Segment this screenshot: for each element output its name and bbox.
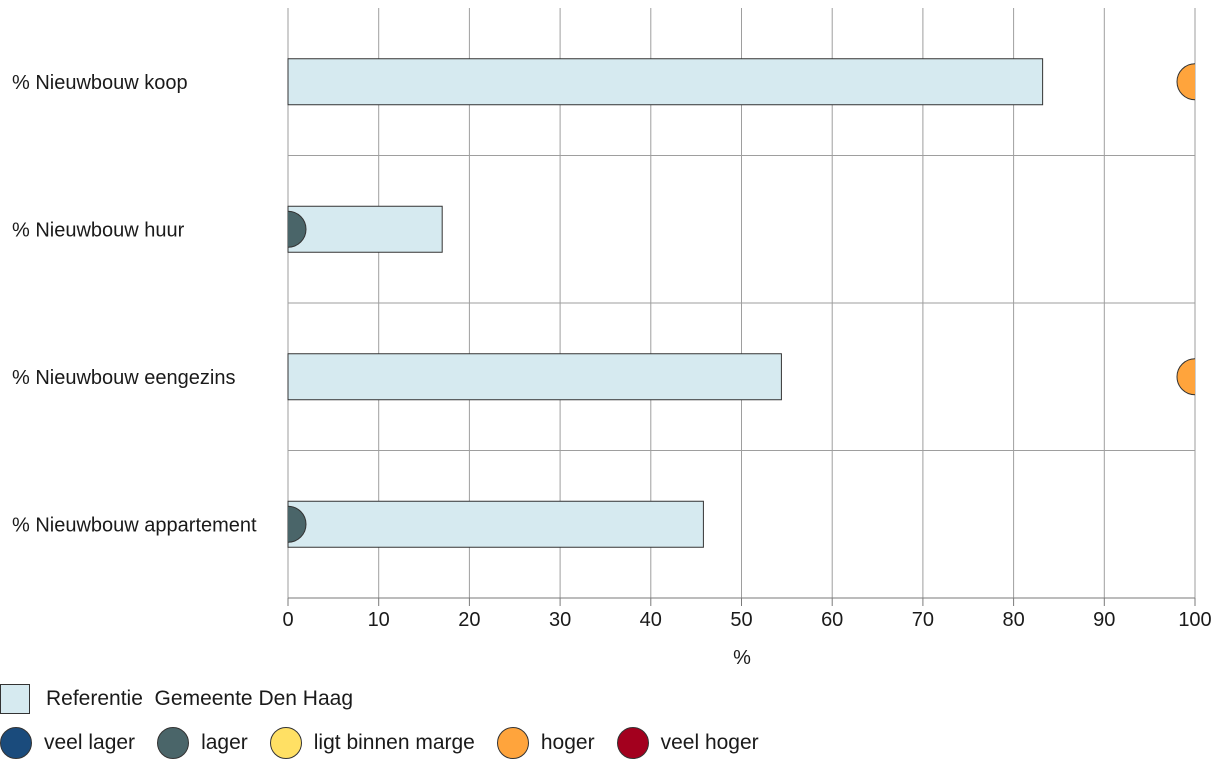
category-labels: % Nieuwbouw koop % Nieuwbouw huur % Nieuwb… <box>12 72 257 537</box>
legend-swatch-0 <box>0 727 32 759</box>
bar-2 <box>287 353 782 401</box>
bar-1 <box>287 205 443 253</box>
marker-2 <box>1176 358 1195 396</box>
x-tick-label-1: 10 <box>368 609 390 631</box>
markers <box>288 63 1195 543</box>
category-label-3: % Nieuwbouw appartement <box>12 514 257 536</box>
x-tick-label-10: 100 <box>1178 609 1211 631</box>
bars <box>287 58 1044 548</box>
category-label-0: % Nieuwbouw koop <box>12 72 188 94</box>
legend-label-4: veel hoger <box>660 731 759 754</box>
x-axis-title: % <box>733 647 751 669</box>
marker-3 <box>288 505 307 543</box>
legend-item-3: hoger <box>496 727 605 759</box>
x-tick-label-4: 40 <box>640 609 662 631</box>
legend-label-0: veel lager <box>44 731 136 754</box>
x-tick-label-3: 30 <box>549 609 571 631</box>
legend-item-0: veel lager <box>0 727 145 759</box>
x-tick-label-5: 50 <box>730 609 752 631</box>
legend-item-2: ligt binnen marge <box>269 727 485 759</box>
legend-swatch-2 <box>269 727 302 759</box>
bar-0 <box>287 58 1044 106</box>
x-tick-label-2: 20 <box>458 609 480 631</box>
x-tick-label-8: 80 <box>1002 609 1024 631</box>
category-label-2: % Nieuwbouw eengezins <box>12 367 235 389</box>
marker-0 <box>1176 63 1195 101</box>
x-tick-label-7: 70 <box>912 609 934 631</box>
bar-3 <box>287 500 704 548</box>
legend-label-2: ligt binnen marge <box>313 731 475 754</box>
legend-swatch-1 <box>157 727 190 759</box>
legend-reference-label: Referentie Gemeente Den Haag <box>46 687 354 710</box>
legend-reference-swatch <box>0 684 30 714</box>
legend-reference-row: Referentie Gemeente Den Haag <box>0 684 363 714</box>
legend-status-row: veel lager lager ligt binnen marge hoger vee… <box>0 727 781 759</box>
x-tick-label-9: 90 <box>1093 609 1115 631</box>
legend-swatch-3 <box>496 727 529 759</box>
bar-chart: % Nieuwbouw koop % Nieuwbouw huur % Nieuwb… <box>12 8 1212 669</box>
x-tick-label-0: 0 <box>282 609 293 631</box>
legend-label-1: lager <box>201 731 248 754</box>
grid <box>287 8 1196 606</box>
legend-label-3: hoger <box>540 731 595 754</box>
legend-item-4: veel hoger <box>616 727 769 759</box>
x-tick-labels: 0 10 20 30 40 50 60 70 80 90 100 <box>282 609 1211 631</box>
x-tick-label-6: 60 <box>821 609 843 631</box>
legend-swatch-4 <box>616 727 649 759</box>
category-label-1: % Nieuwbouw huur <box>12 219 185 241</box>
legend-item-1: lager <box>157 727 258 759</box>
marker-1 <box>288 210 307 248</box>
